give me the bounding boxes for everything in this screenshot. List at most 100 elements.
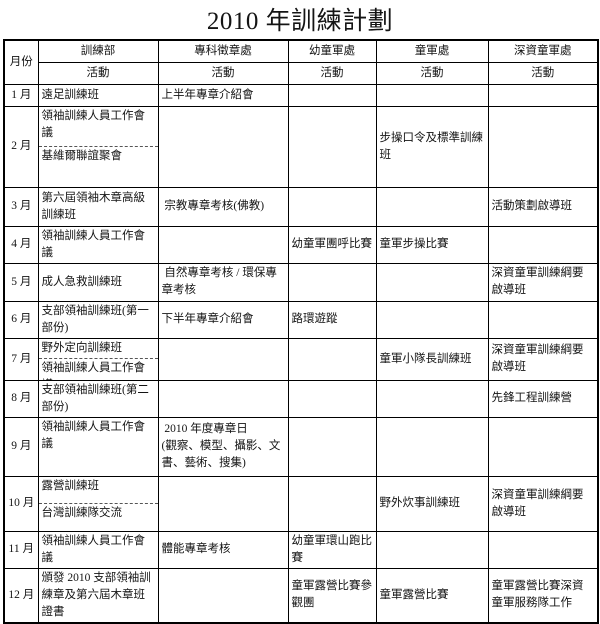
activity-cell: 童軍露營比賽參觀團: [287, 567, 377, 623]
activity-cell: 活動策劃啟導班: [487, 186, 599, 227]
activity-cell: 深資童軍訓練綱要啟導班: [487, 262, 599, 302]
month-cell: 9 月: [3, 416, 39, 477]
activity-cell: 路環遊蹤: [287, 300, 377, 339]
activity-entry-stack: 野外定向訓練班領袖訓練人員工作會議: [39, 339, 157, 379]
activity-cell: [287, 262, 377, 302]
table-row: 4 月領袖訓練人員工作會議 幼童軍團呼比賽 童軍步操比賽: [3, 225, 599, 264]
activity-cell: 遠足訓練班: [37, 83, 159, 107]
month-cell: 6 月: [3, 300, 39, 339]
activity-cell: [157, 337, 289, 381]
activity-entry: 露營訓練班: [41, 479, 100, 492]
month-cell: 11 月: [3, 530, 39, 569]
page-title: 2010 年訓練計劃: [206, 8, 394, 35]
activity-entry-stack: 露營訓練班台灣訓練隊交流: [39, 477, 157, 530]
activity-cell: [157, 567, 289, 623]
activity-cell: 2010 年度專章日 (觀察、模型、攝影、文書、藝術、搜集): [157, 416, 289, 477]
activity-cell: [375, 300, 489, 339]
activity-cell: 步操口令及標準訓練班: [375, 105, 489, 188]
activity-entry: 台灣訓練隊交流: [39, 502, 157, 530]
activity-cell: [157, 475, 289, 532]
activity-cell: 下半年專章介紹會: [157, 300, 289, 339]
month-cell: 5 月: [3, 262, 39, 302]
table-row: 11 月領袖訓練人員工作會議 體能專章考核 幼童軍環山跑比賽: [3, 530, 599, 569]
activity-cell: 童軍步操比賽: [375, 225, 489, 264]
month-cell: 4 月: [3, 225, 39, 264]
activity-cell: 領袖訓練人員工作會議基維爾聯誼聚會: [37, 105, 159, 188]
activity-cell: 露營訓練班台灣訓練隊交流: [37, 475, 159, 532]
activity-header: 活動: [375, 61, 489, 85]
activity-cell: 領袖訓練人員工作會議: [37, 416, 159, 477]
activity-cell: 宗教專章考核(佛教): [157, 186, 289, 227]
dept-header-training: 訓練部: [37, 39, 159, 63]
month-cell: 7 月: [3, 337, 39, 381]
activity-cell: [157, 105, 289, 188]
activity-header: 活動: [157, 61, 289, 85]
activity-cell: 童軍露營比賽: [375, 567, 489, 623]
activity-cell: [287, 337, 377, 381]
activity-cell: [375, 83, 489, 107]
month-cell: 1 月: [3, 83, 39, 107]
activity-cell: [375, 186, 489, 227]
activity-cell: 幼童軍環山跑比賽: [287, 530, 377, 569]
activity-header: 活動: [37, 61, 159, 85]
activity-cell: [487, 300, 599, 339]
activity-cell: [287, 105, 377, 188]
activity-cell: [487, 105, 599, 188]
activity-cell: 深資童軍訓練綱要啟導班: [487, 475, 599, 532]
activity-cell: [487, 225, 599, 264]
month-cell: 12 月: [3, 567, 39, 623]
activity-cell: 野外炊事訓練班: [375, 475, 489, 532]
activity-cell: [287, 475, 377, 532]
activity-cell: [487, 530, 599, 569]
activity-cell: 第六屆領袖木章高級訓練班: [37, 186, 159, 227]
activity-cell: 體能專章考核: [157, 530, 289, 569]
activity-cell: [375, 262, 489, 302]
activity-entry: 領袖訓練人員工作會議: [41, 109, 146, 139]
table-row: 8 月支部領袖訓練班(第二部份) 先鋒工程訓練營: [3, 379, 599, 418]
activity-cell: 成人急救訓練班: [37, 262, 159, 302]
table-row: 6 月支部領袖訓練班(第一部份) 下半年專章介紹會 路環遊蹤: [3, 300, 599, 339]
activity-cell: 支部領袖訓練班(第一部份): [37, 300, 159, 339]
activity-cell: [487, 83, 599, 107]
plan-table-body: 1 月遠足訓練班 上半年專章介紹會 2 月領袖訓練人員工作會議 基維爾聯誼聚會 步操口令…: [3, 83, 599, 623]
month-cell: 2 月: [3, 105, 39, 188]
activity-cell: [287, 186, 377, 227]
activity-header: 活動: [487, 61, 599, 85]
activity-cell: [287, 379, 377, 418]
activity-cell: [287, 83, 377, 107]
table-header-row: 月份 訓練部 專科徵章處 幼童軍處 童軍處 深資童軍處: [3, 39, 599, 85]
activity-cell: 深資童軍訓練綱要啟導班: [487, 337, 599, 381]
table-row: 10 月露營訓練班台灣訓練隊交流 野外炊事訓練班 深資童軍訓練綱要啟導班: [3, 475, 599, 532]
activity-cell: 先鋒工程訓練營: [487, 379, 599, 418]
activity-entry: 基維爾聯誼聚會: [39, 145, 157, 186]
activity-cell: 童軍露營比賽深資童軍服務隊工作: [487, 567, 599, 623]
table-row: 2 月領袖訓練人員工作會議基維爾聯誼聚會 步操口令及標準訓練班: [3, 105, 599, 188]
activity-cell: 領袖訓練人員工作會議: [37, 225, 159, 264]
activity-cell: [157, 225, 289, 264]
activity-cell: [375, 530, 489, 569]
month-cell: 10 月: [3, 475, 39, 532]
table-row: 3 月第六屆領袖木章高級訓練班 宗教專章考核(佛教) 活動策劃啟導班: [3, 186, 599, 227]
activity-cell: 頒發 2010 支部領袖訓練章及第六屆木章班證書: [37, 567, 159, 623]
activity-cell: 自然專章考核 / 環保專章考核: [157, 262, 289, 302]
activity-entry-stack: 領袖訓練人員工作會議基維爾聯誼聚會: [39, 107, 157, 186]
activity-cell: [375, 379, 489, 418]
dept-header-scout: 童軍處: [375, 39, 489, 63]
activity-cell: [287, 416, 377, 477]
activity-cell: 支部領袖訓練班(第二部份): [37, 379, 159, 418]
dept-header-proficiency-badge: 專科徵章處: [157, 39, 289, 63]
activity-entry: 野外定向訓練班: [41, 341, 123, 354]
table-row: 12 月頒發 2010 支部領袖訓練章及第六屆木章班證書 童軍露營比賽參觀團 童軍露…: [3, 567, 599, 623]
dept-header-cub-scout: 幼童軍處: [287, 39, 377, 63]
activity-cell: 領袖訓練人員工作會議: [37, 530, 159, 569]
dept-header-senior-scout: 深資童軍處: [487, 39, 599, 63]
month-cell: 3 月: [3, 186, 39, 227]
month-column-header: 月份: [3, 39, 39, 85]
training-plan-table: 月份 訓練部 專科徵章處 幼童軍處 童軍處 深資童軍處 活動 活動 活動 活動 …: [3, 39, 599, 624]
activity-entry: 領袖訓練人員工作會議: [39, 357, 157, 379]
table-row: 1 月遠足訓練班 上半年專章介紹會: [3, 83, 599, 107]
activity-cell: [375, 416, 489, 477]
activity-cell: 野外定向訓練班領袖訓練人員工作會議: [37, 337, 159, 381]
table-row: 5 月成人急救訓練班 自然專章考核 / 環保專章考核 深資童軍訓練綱要啟導班: [3, 262, 599, 302]
